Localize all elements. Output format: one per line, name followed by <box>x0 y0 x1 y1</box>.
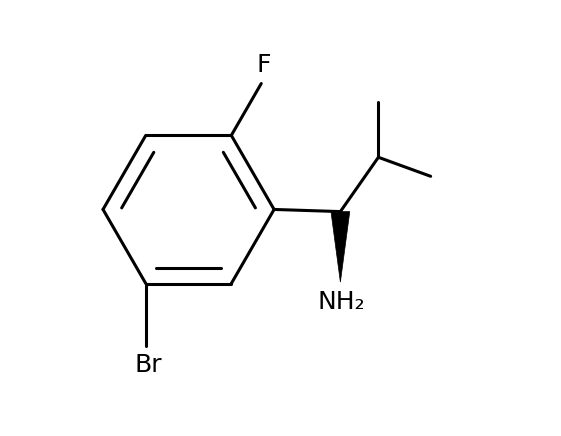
Polygon shape <box>331 211 350 282</box>
Text: F: F <box>256 53 270 77</box>
Text: NH₂: NH₂ <box>318 290 365 314</box>
Text: Br: Br <box>134 353 162 377</box>
